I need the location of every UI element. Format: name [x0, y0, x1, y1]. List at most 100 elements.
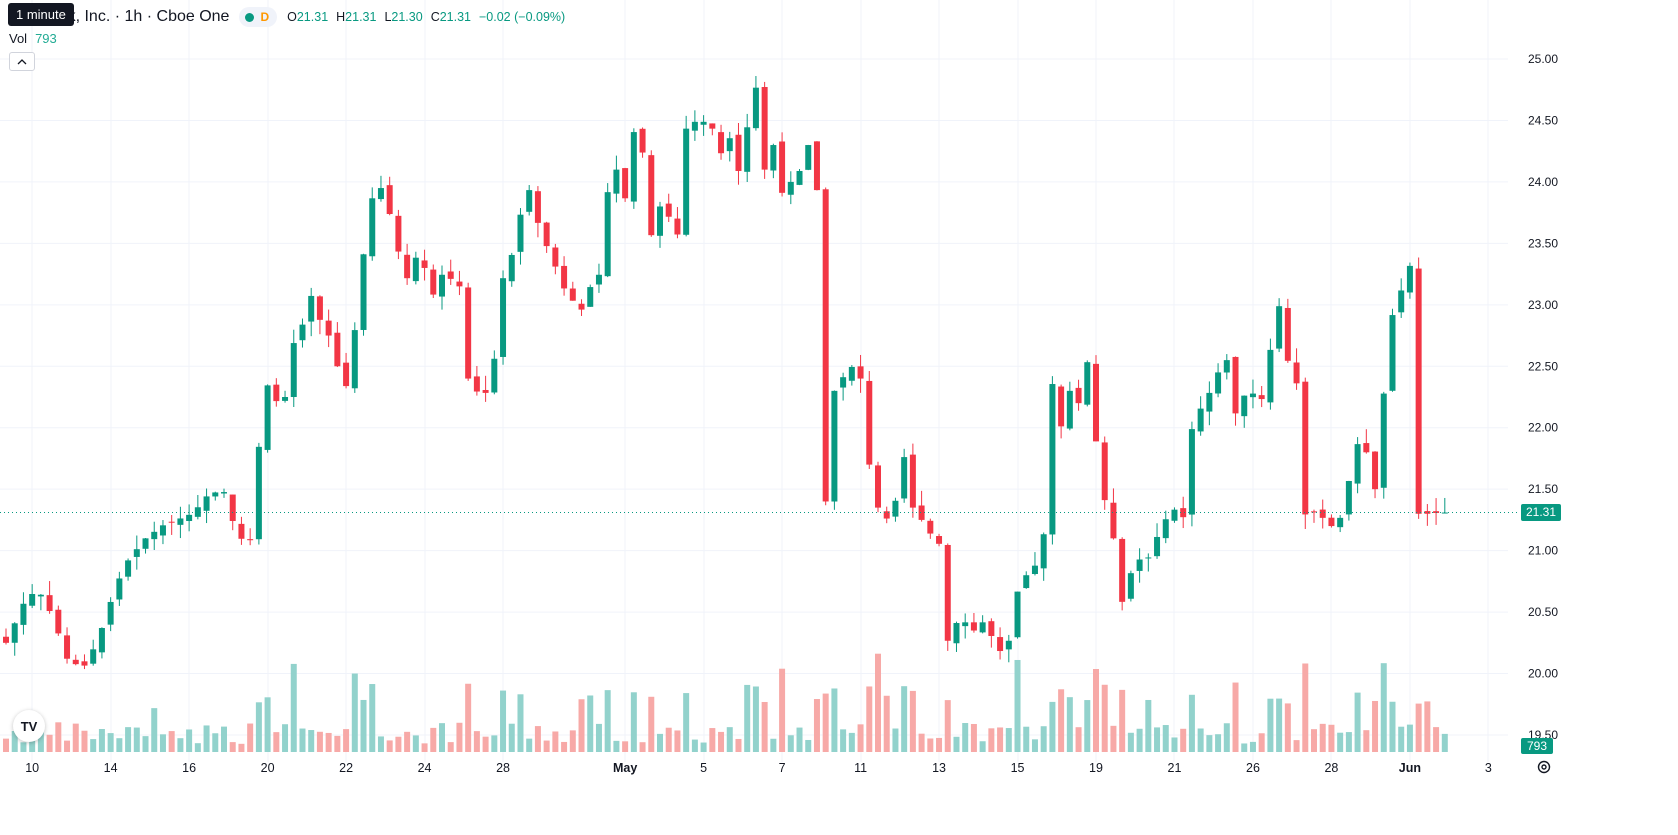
candle-body	[953, 623, 960, 644]
y-tick-label: 25.00	[1528, 52, 1558, 66]
candle-body	[55, 609, 62, 634]
volume-bar	[1241, 743, 1248, 752]
candle-body	[1101, 442, 1108, 501]
candle-body	[526, 190, 533, 212]
volume-bar	[604, 690, 611, 752]
y-tick-label: 22.00	[1528, 421, 1558, 435]
tradingview-logo-icon[interactable]: TV	[13, 710, 45, 742]
volume-bar	[1232, 682, 1239, 752]
candle-body	[1197, 408, 1204, 432]
candle-body	[1023, 575, 1030, 589]
volume-bar	[159, 734, 166, 752]
volume-bar	[255, 702, 262, 752]
volume-bar	[630, 692, 637, 752]
candle-body	[726, 138, 733, 152]
candle-body	[1005, 640, 1012, 650]
volume-bar	[953, 736, 960, 752]
candle-body	[369, 198, 376, 257]
volume-bar	[1162, 725, 1169, 752]
candle-body	[1380, 393, 1387, 488]
candle-body	[98, 627, 105, 653]
volume-bar	[674, 730, 681, 752]
candle-body	[657, 206, 663, 236]
candle-body	[613, 169, 620, 194]
candle-body	[334, 332, 341, 367]
volume-bar	[979, 741, 986, 752]
volume-bar	[1249, 741, 1256, 752]
volume-bar	[1406, 724, 1413, 752]
volume-bar	[805, 739, 812, 752]
volume-bar	[1311, 729, 1317, 752]
candle-body	[1188, 429, 1195, 515]
volume-bar	[752, 686, 759, 752]
gear-icon[interactable]	[1535, 758, 1553, 776]
candle-body	[177, 518, 184, 525]
candle-body	[64, 635, 71, 659]
volume-label[interactable]: Vol	[9, 31, 28, 46]
x-tick-label: 10	[25, 761, 39, 775]
volume-bar	[857, 724, 864, 752]
volume-bar	[351, 673, 358, 752]
volume-bar	[1284, 703, 1291, 752]
volume-bar	[72, 723, 79, 752]
volume-bar	[360, 699, 367, 752]
volume-bar	[412, 735, 419, 752]
volume-bar	[1066, 697, 1073, 752]
candle-body	[1093, 363, 1099, 442]
candle-body	[561, 265, 568, 289]
candle-body	[133, 549, 140, 557]
volume-bar	[691, 739, 698, 752]
volume-bar	[168, 731, 175, 752]
volume-bar	[517, 694, 524, 752]
x-tick-label: Jun	[1399, 761, 1421, 775]
candle-body	[325, 320, 332, 336]
collapse-legend-button[interactable]	[9, 52, 35, 71]
candle-body	[639, 128, 646, 153]
volume-bar	[657, 733, 663, 752]
volume-bar	[883, 695, 890, 752]
x-tick-label: 21	[1168, 761, 1182, 775]
candle-body	[840, 377, 847, 388]
candle-body	[273, 384, 280, 402]
ohlc-values: O21.31 H21.31 L21.30 C21.31 −0.02 (−0.09…	[287, 10, 565, 24]
candle-body	[159, 525, 166, 536]
volume-bar	[64, 740, 71, 752]
volume-bar	[639, 742, 646, 752]
candle-body	[1284, 307, 1291, 361]
candle-body	[447, 271, 454, 279]
candle-body	[683, 128, 690, 235]
candle-body	[282, 397, 289, 401]
candle-body	[1328, 517, 1335, 527]
low-value: 21.30	[391, 10, 423, 24]
candle-body	[395, 215, 402, 252]
volume-bar	[1084, 700, 1091, 752]
volume-bar	[1145, 699, 1152, 752]
candle-body	[412, 257, 419, 282]
volume-bar	[1180, 728, 1187, 752]
volume-bar	[151, 708, 158, 752]
volume-bar	[1389, 701, 1396, 752]
x-tick-label: 24	[418, 761, 432, 775]
candle-body	[1066, 390, 1073, 429]
candle-body	[1014, 591, 1021, 638]
volume-bar	[1171, 737, 1178, 752]
candle-body	[46, 595, 53, 612]
candle-body	[927, 520, 934, 534]
volume-bar	[622, 741, 629, 752]
volume-bar	[1328, 724, 1335, 752]
volume-bar	[334, 735, 341, 752]
volume-bar	[892, 728, 899, 752]
volume-bar	[866, 686, 873, 752]
candle-body	[1241, 395, 1248, 417]
volume-bar	[944, 700, 951, 752]
candle-body	[1311, 511, 1317, 513]
candle-body	[1302, 381, 1309, 515]
market-status[interactable]: D	[239, 7, 278, 27]
volume-bar	[1354, 692, 1361, 752]
candle-body	[1258, 395, 1265, 400]
candle-body	[1415, 268, 1422, 514]
close-value: 21.31	[439, 10, 471, 24]
candle-body	[508, 254, 515, 282]
candle-body	[578, 303, 585, 310]
